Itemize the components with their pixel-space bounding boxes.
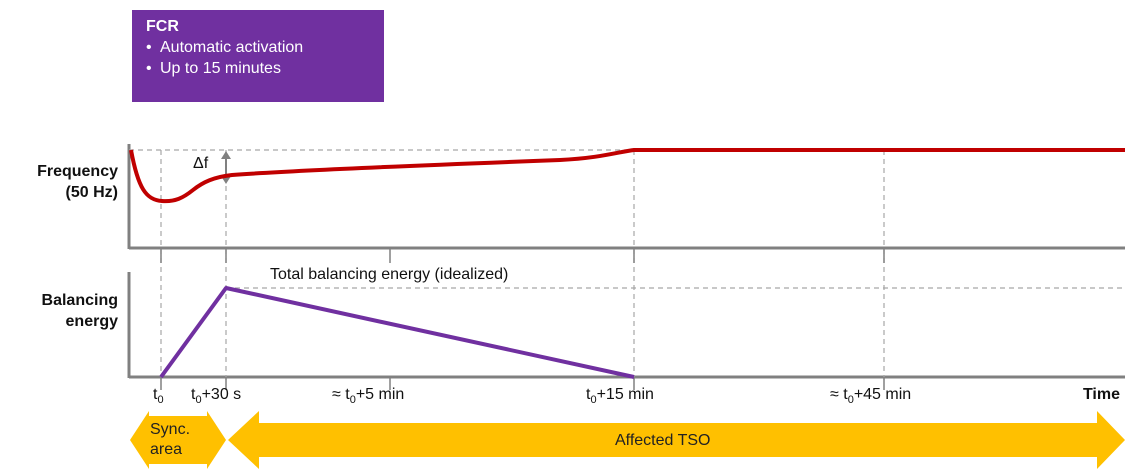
sync-area-label: Sync. area xyxy=(150,421,191,458)
total-energy-label: Total balancing energy (idealized) xyxy=(270,266,508,283)
sync-area-arrow xyxy=(130,411,226,469)
fcr-bullet-automatic: Automatic activation xyxy=(146,37,370,58)
frequency-axes xyxy=(127,144,1125,250)
delta-f-arrow xyxy=(221,151,231,184)
time-tick-marks xyxy=(160,248,885,390)
tick-t0-15min: t0+15 min xyxy=(586,386,654,407)
balancing-energy-curve xyxy=(159,286,635,379)
guide-lines xyxy=(129,149,1125,380)
fcr-legend-box: FCR Automatic activation Up to 15 minute… xyxy=(132,10,384,102)
delta-f-label: Δf xyxy=(193,155,209,172)
frequency-axis-label: Frequency (50 Hz) xyxy=(37,163,118,201)
frequency-curve xyxy=(129,148,1125,204)
fcr-title: FCR xyxy=(146,18,179,35)
affected-tso-label: Affected TSO xyxy=(615,432,711,449)
balancing-energy-axis-label: Balancing energy xyxy=(41,292,118,330)
time-axis-label: Time xyxy=(1082,386,1120,403)
fcr-bullet-list: Automatic activation Up to 15 minutes xyxy=(146,37,370,79)
tick-t0: t0 xyxy=(153,386,164,407)
tick-t0-5min: ≈ t0+5 min xyxy=(332,386,405,407)
tick-t0-45min: ≈ t0+45 min xyxy=(830,386,912,407)
affected-tso-arrow xyxy=(228,411,1125,469)
tick-t0-30s: t0+30 s xyxy=(191,386,242,407)
fcr-bullet-duration: Up to 15 minutes xyxy=(146,58,370,79)
